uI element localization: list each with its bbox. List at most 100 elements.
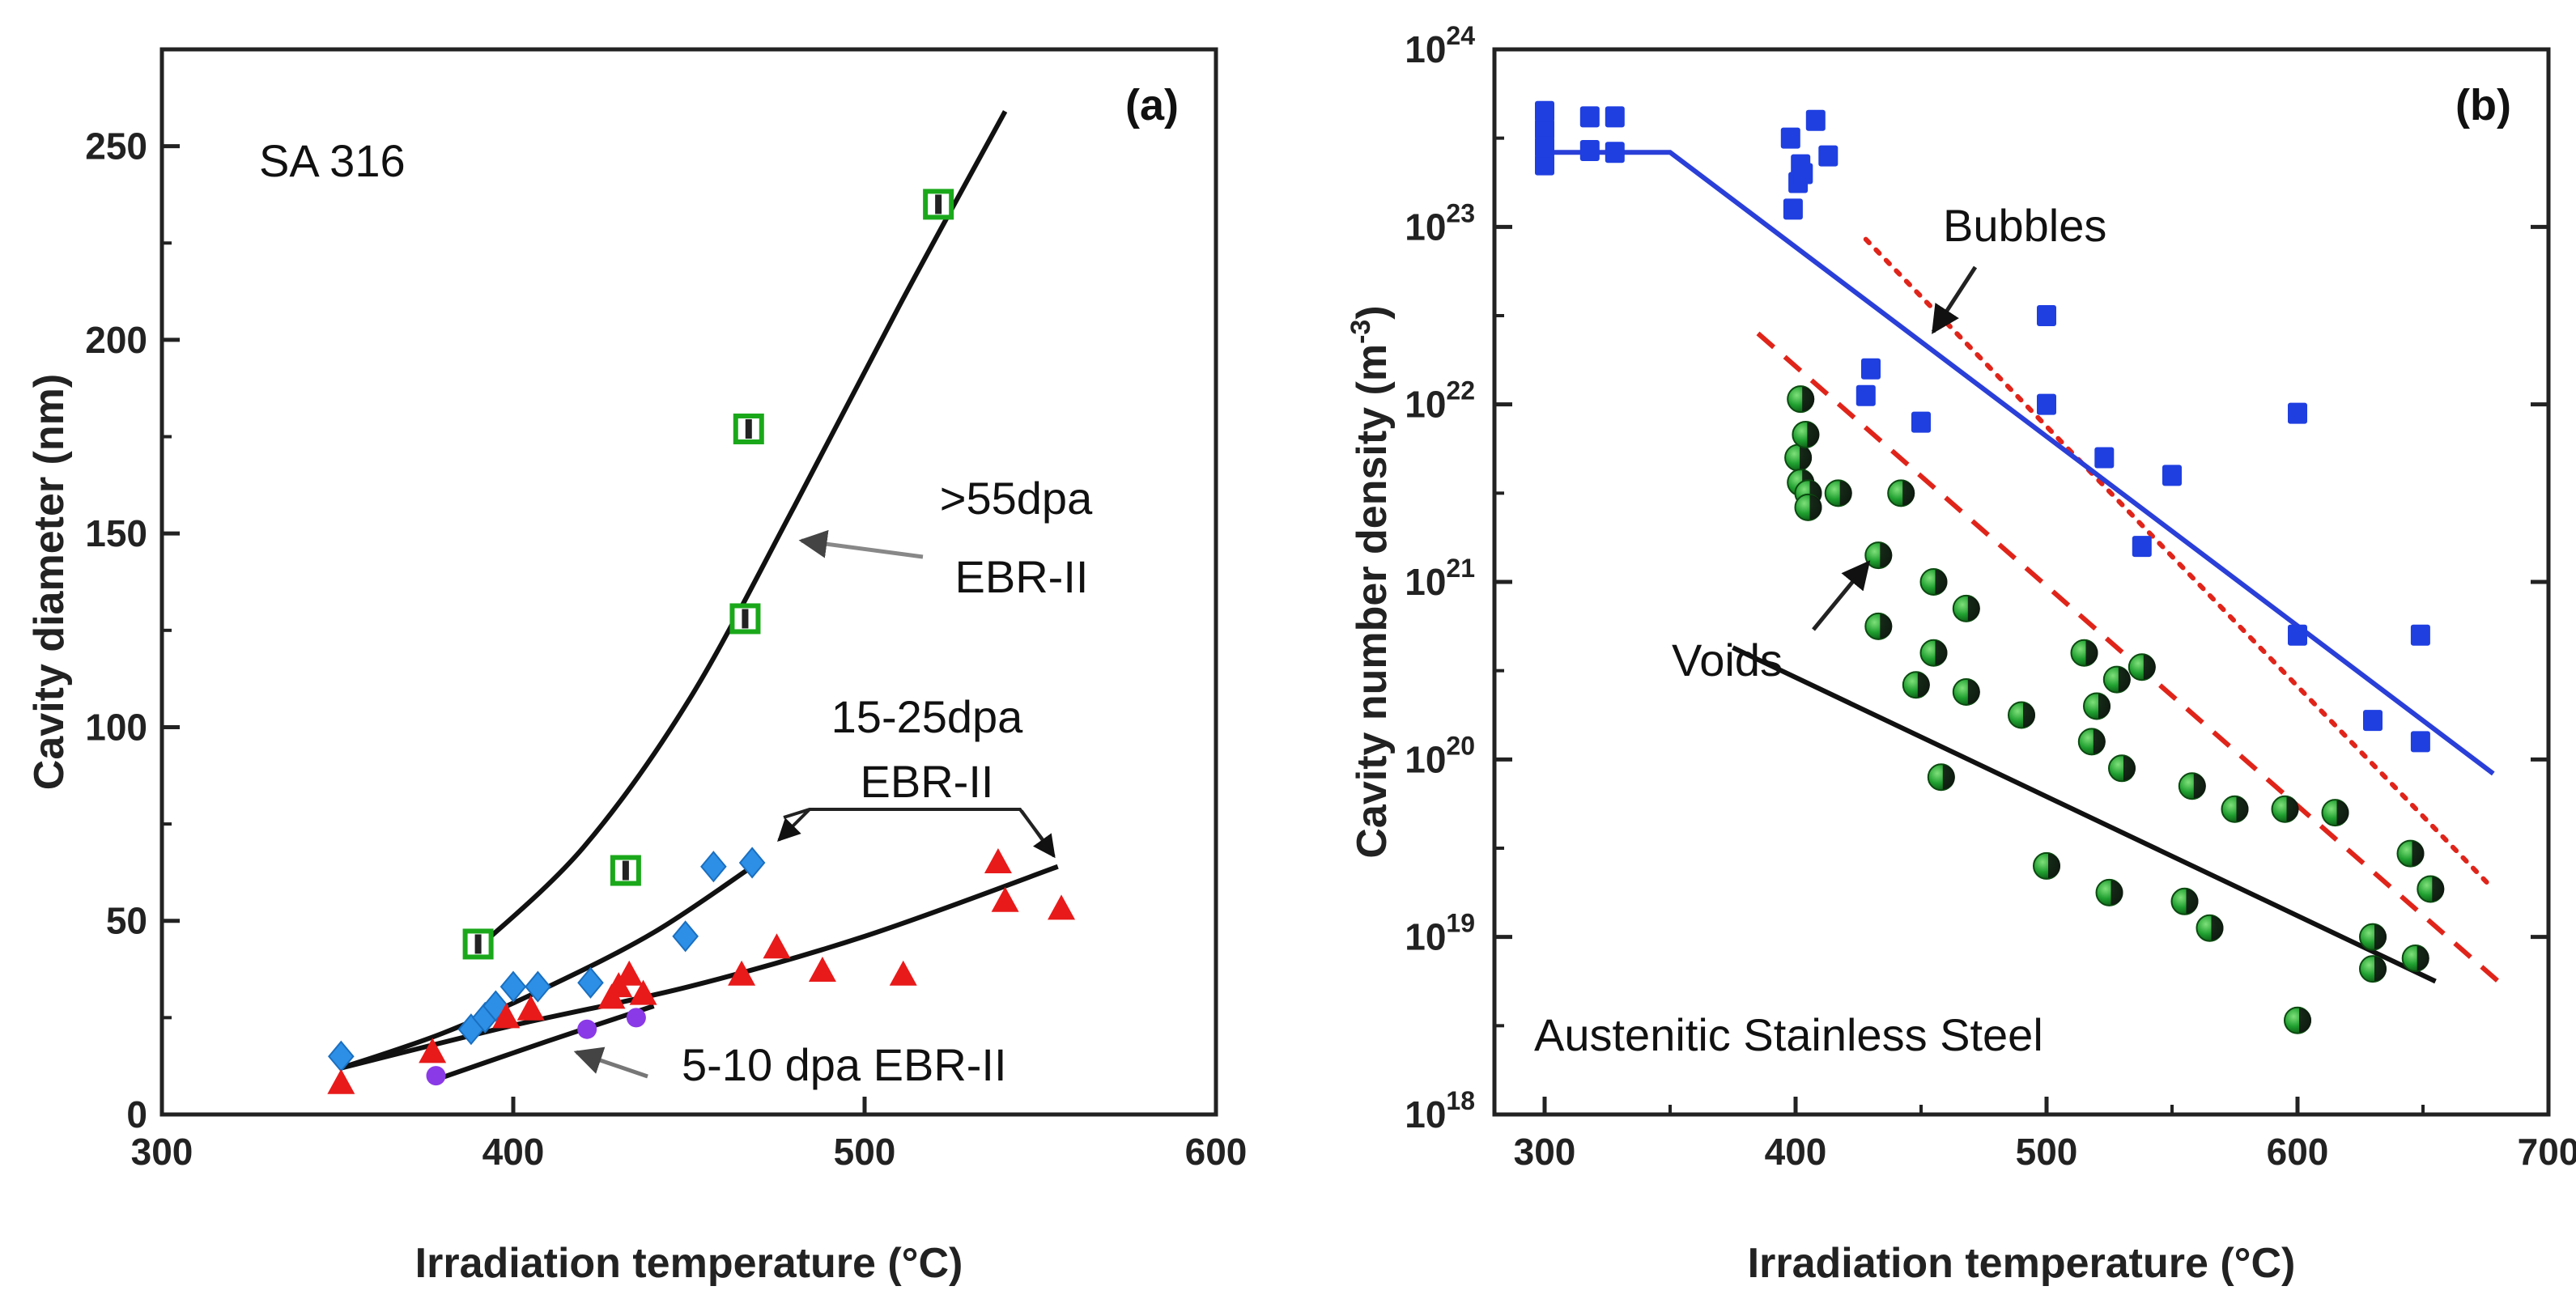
chart-b-xtick-label-1: 400 [1765, 1131, 1827, 1173]
chart-b-point-s1-21-shade [2118, 667, 2131, 692]
chart-b-title: Austenitic Stainless Steel [1534, 1009, 2043, 1060]
chart-a-point-s2-7 [629, 979, 657, 1005]
chart-b-point-s0-5 [1579, 106, 1600, 128]
chart-b-point-s1-19-shade [2093, 729, 2106, 754]
chart-b-point-s0-19 [2037, 393, 2056, 415]
chart-b-point-s1-35-shade [2417, 945, 2429, 970]
chart-b-point-s0-17 [1911, 411, 1931, 433]
chart-b-point-s1-1 [1784, 444, 1813, 472]
chart-b-point-s0-23 [2288, 402, 2307, 424]
chart-a-panel-label: (a) [1125, 81, 1179, 129]
chart-b-point-s1-11 [1919, 639, 1948, 667]
chart-b-point-s1-32 [2359, 923, 2387, 951]
chart-b-ref-line-dotted [1863, 236, 2496, 892]
chart-a-point-s0-3 [733, 413, 764, 444]
chart-b-ylabel-close: ) [1349, 305, 1396, 319]
label-5-10dpa: 5-10 dpa EBR-II [682, 1039, 1007, 1090]
chart-a-annotation-55dpa: >55dpa EBR-II [798, 473, 1093, 602]
chart-b-ytick-label-4: 1022 [1405, 376, 1475, 426]
chart-b-point-s1-14-shade [1967, 596, 1980, 621]
chart-b-ylabel-exp: -3 [1345, 320, 1376, 344]
chart-a-point-s0-3-bar [745, 418, 752, 439]
chart-b-point-s1-1-shade [1800, 445, 1813, 470]
chart-b-point-s1-6 [1824, 479, 1852, 507]
arrow-voids [1812, 560, 1871, 631]
chart-b-point-s1-31 [2284, 1006, 2312, 1034]
chart-b-ytick-label-base-6: 10 [1405, 28, 1446, 70]
chart-b-ylabel-main: Cavity number density (m [1349, 344, 1396, 859]
chart-a-fit-curve-0 [476, 110, 1008, 950]
chart-b-ytick-label-exp-4: 22 [1446, 376, 1475, 405]
chart-b-point-s0-1 [1535, 118, 1554, 140]
chart-b-point-s1-6-shade [1839, 481, 1852, 506]
chart-a-annotation-15-25dpa: 15-25dpa EBR-II [777, 691, 1056, 859]
chart-a-xtick-label-2: 500 [834, 1131, 896, 1173]
chart-a-point-s3-0 [426, 1066, 446, 1086]
chart-b-point-s0-9 [1783, 198, 1803, 220]
chart-a-point-s2-0 [327, 1068, 355, 1094]
chart-a: (a) SA 316 Irradiation temperature (°C) … [26, 47, 1247, 1287]
chart-a-point-s2-10 [808, 956, 836, 982]
chart-b-fit-line-1 [1732, 645, 2437, 984]
chart-a-point-s1-9 [738, 847, 766, 879]
chart-a-point-s0-2-bar [742, 609, 749, 629]
chart-a-point-s0-0 [462, 928, 494, 960]
chart-a-point-s2-2 [492, 1003, 521, 1029]
chart-b-point-s1-3 [1792, 420, 1820, 448]
chart-b-point-s0-3 [1535, 136, 1554, 158]
chart-b-point-s1-3-shade [1807, 422, 1820, 447]
chart-a-point-s2-8 [728, 960, 756, 986]
chart-b-point-s1-18 [2070, 639, 2098, 667]
chart-b-ytick-label-base-2: 10 [1405, 738, 1446, 780]
chart-b-point-s1-13 [1927, 763, 1955, 792]
chart-b-point-s1-9 [1864, 612, 1893, 640]
chart-b-annotation-voids: Voids [1672, 560, 1871, 686]
chart-b-point-s1-15-shade [1967, 679, 1980, 704]
chart-b-point-s1-16-shade [2023, 703, 2035, 728]
chart-b-ytick-label-exp-1: 19 [1446, 909, 1475, 938]
chart-a-point-s2-3 [516, 995, 545, 1021]
chart-a-points [327, 189, 1076, 1094]
chart-b-point-s1-23-shade [2143, 655, 2156, 680]
chart-b-ylabel: Cavity number density (m-3) [1345, 305, 1396, 858]
chart-b-point-s0-18 [2037, 305, 2056, 326]
chart-b-xtick-label-0: 300 [1514, 1131, 1576, 1173]
chart-b-point-s0-22 [2132, 536, 2152, 558]
chart-b-point-s1-12 [1919, 568, 1948, 596]
chart-b-point-s1-22-shade [2123, 756, 2136, 781]
chart-b-point-s1-33-shade [2374, 957, 2387, 982]
chart-a-ytick-label-3: 150 [85, 512, 147, 554]
chart-b-point-s1-20 [2083, 692, 2111, 720]
chart-b-ytick-label-0: 1018 [1405, 1086, 1475, 1136]
chart-a-point-s0-1-bar [622, 860, 629, 881]
chart-b-point-s1-32-shade [2374, 924, 2387, 949]
chart-b-point-s1-34-shade [2412, 841, 2425, 866]
chart-b-point-s0-12 [1793, 163, 1813, 185]
chart-a-ytick-label-5: 250 [85, 125, 147, 168]
chart-a-ylabel: Cavity diameter (nm) [26, 374, 73, 790]
chart-b-xlabel: Irradiation temperature (°C) [1748, 1240, 2296, 1287]
chart-b: (b) Austenitic Stainless Steel Irradiati… [1345, 21, 2576, 1287]
chart-b-point-s1-20-shade [2098, 694, 2111, 719]
chart-b-point-s1-28 [2196, 914, 2224, 942]
chart-b-ytick-label-3: 1021 [1405, 554, 1475, 603]
chart-a-point-s2-14 [1048, 894, 1076, 920]
chart-a-point-s1-3 [482, 990, 509, 1022]
chart-a-ticks: 300 400 500 600 0 50 100 150 200 250 [85, 125, 1247, 1173]
chart-b-point-s1-7 [1887, 479, 1915, 507]
chart-b-point-s0-20 [2094, 447, 2115, 469]
chart-b-point-s1-33 [2359, 955, 2387, 983]
chart-b-point-s1-0-shade [1802, 387, 1815, 412]
chart-b-point-s1-8 [1864, 541, 1893, 570]
chart-b-point-s1-21 [2102, 665, 2131, 694]
chart-b-ticks: 300 400 500 600 7001018101910201021102210231… [1405, 21, 2576, 1173]
chart-b-point-s0-26 [2410, 624, 2430, 646]
chart-a-point-s1-7 [672, 920, 699, 953]
label-bubbles: Bubbles [1943, 200, 2106, 251]
chart-b-point-s0-6 [1605, 106, 1625, 128]
chart-a-point-s2-12 [984, 847, 1012, 873]
chart-a-point-s1-8 [700, 851, 727, 883]
chart-b-ytick-label-1: 1019 [1405, 909, 1475, 958]
chart-b-point-s1-25 [2178, 772, 2206, 800]
chart-a-xtick-label-1: 400 [482, 1131, 545, 1173]
